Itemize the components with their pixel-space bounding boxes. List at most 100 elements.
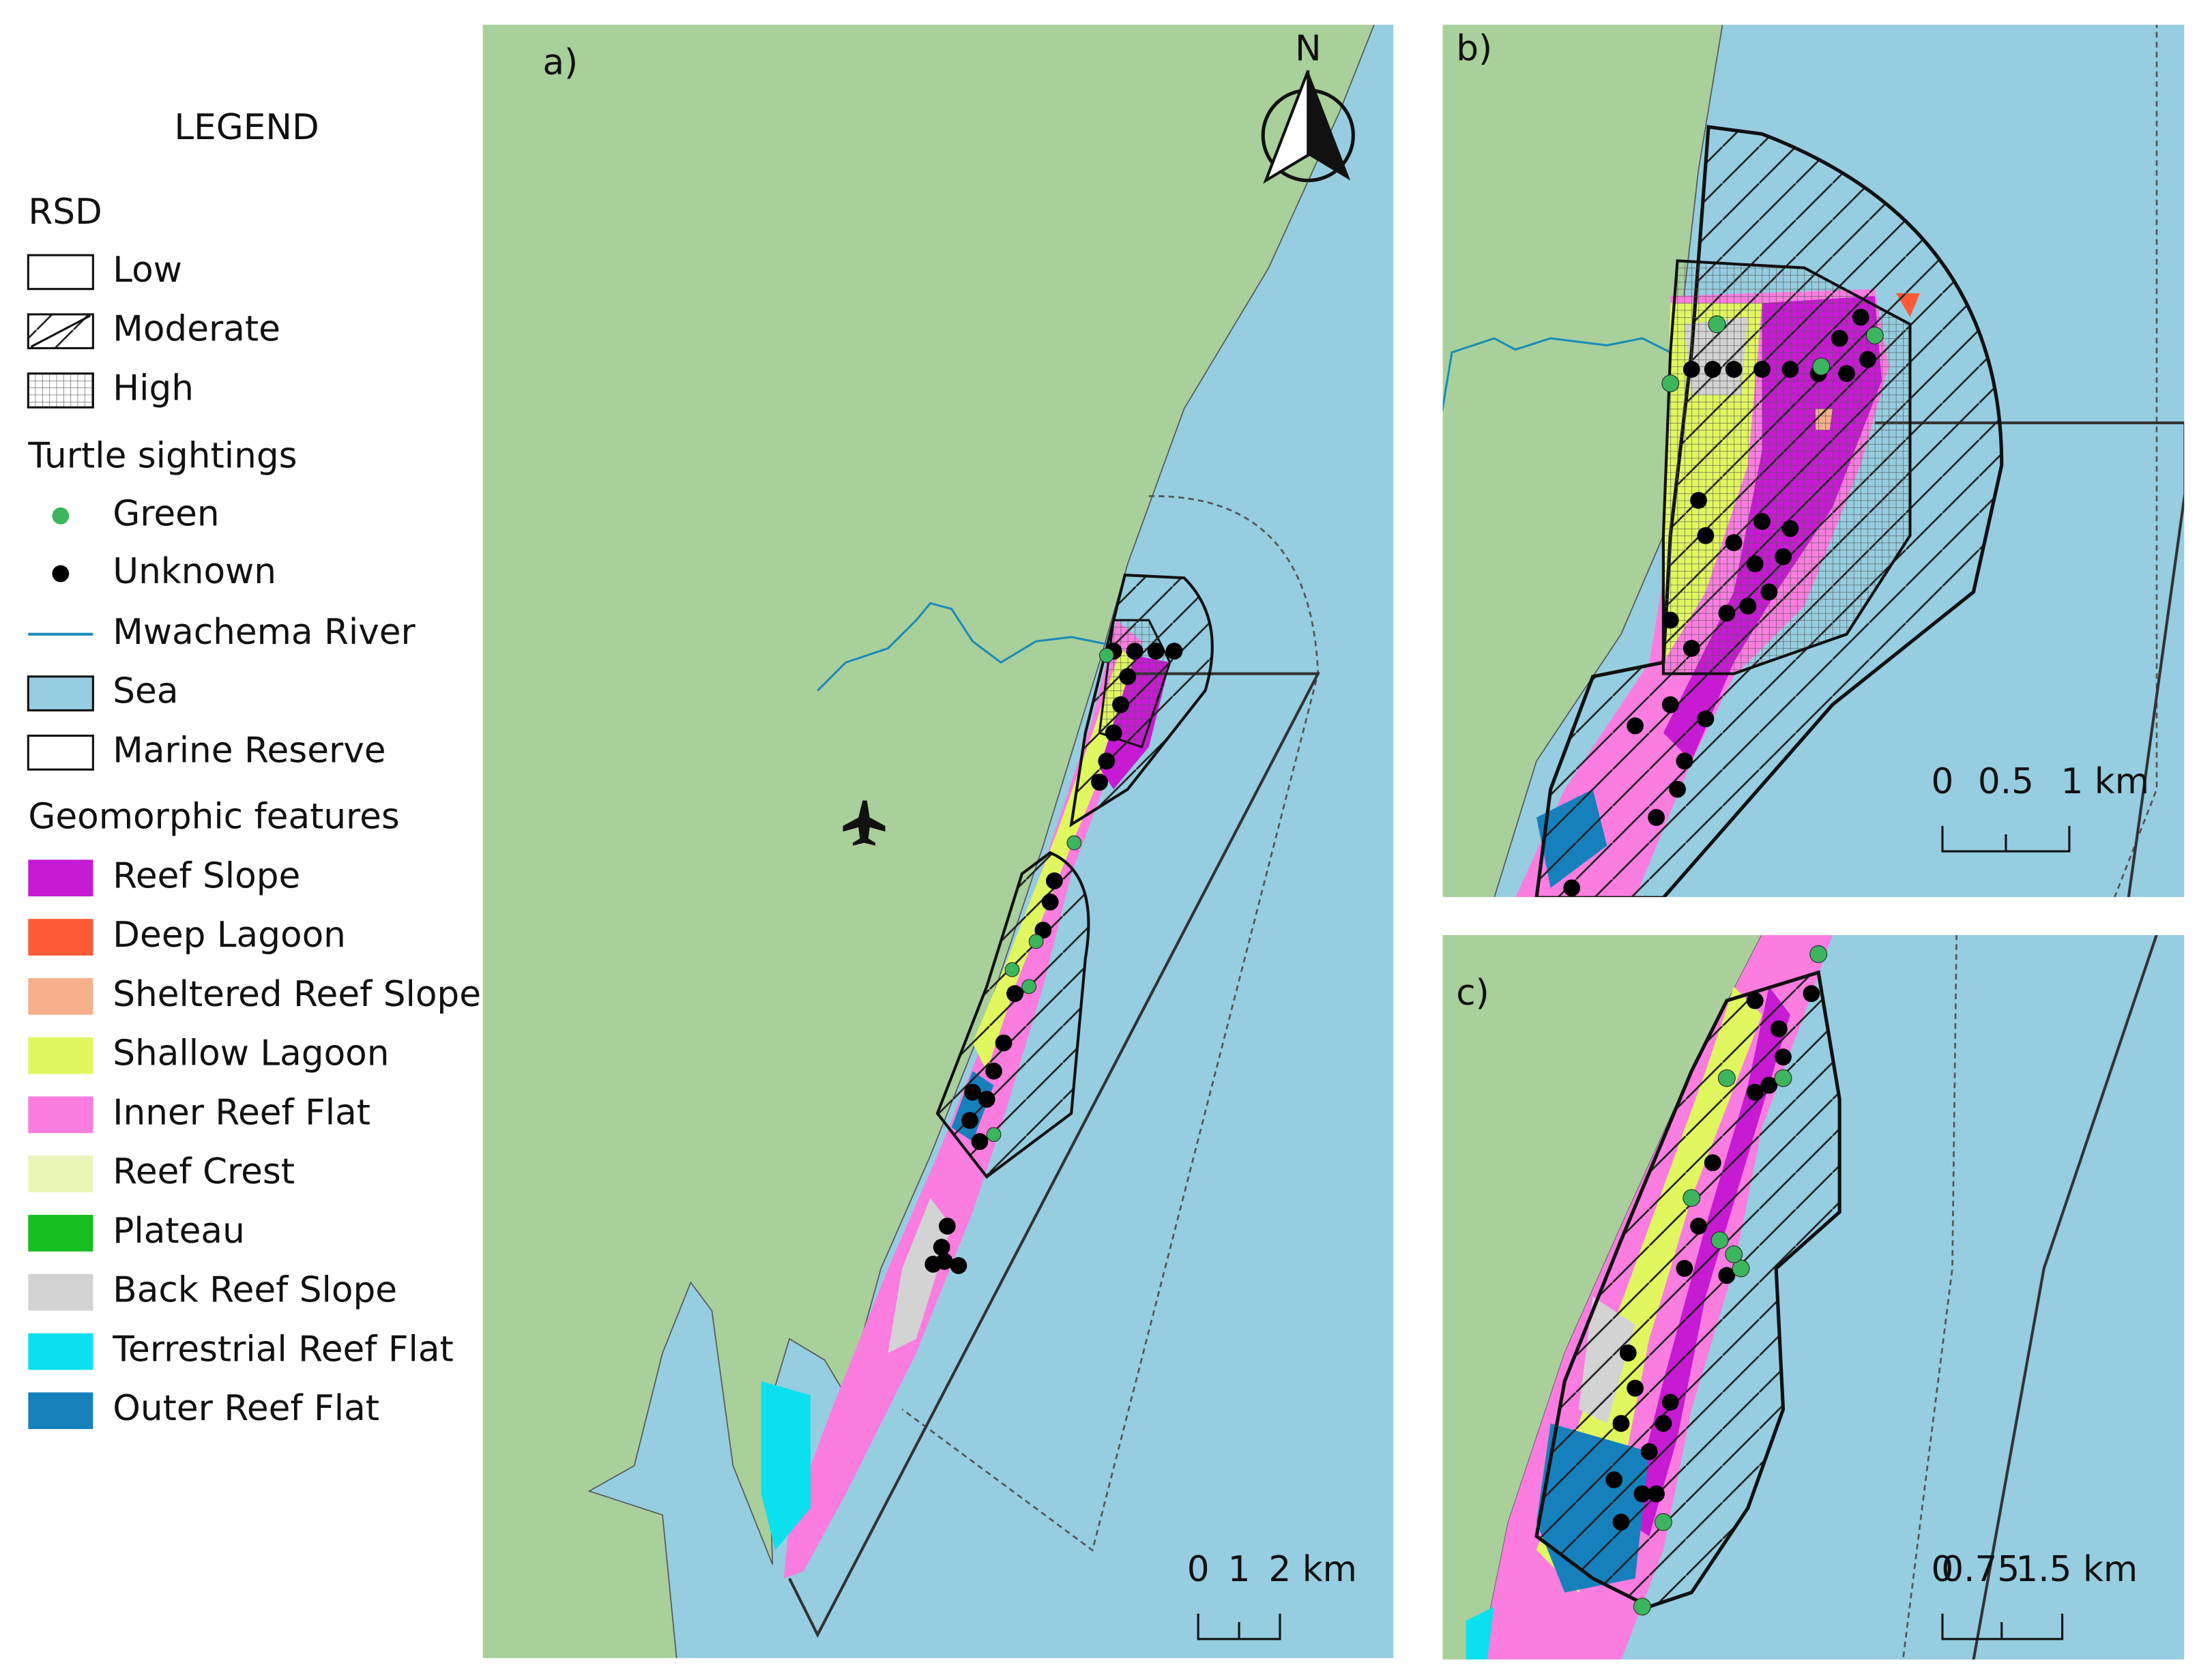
label: Turtle sightings (27, 436, 297, 477)
sighting (1648, 809, 1665, 826)
label: 0 (1932, 761, 1954, 802)
river (817, 602, 1114, 692)
label: 0.5 (1978, 761, 2034, 802)
panel-c (1442, 934, 2185, 1660)
sighting (1633, 1597, 1651, 1616)
label: a) (542, 42, 578, 83)
label: Green (113, 493, 219, 534)
sighting (1098, 648, 1114, 663)
label: Outer Reef Flat (113, 1388, 379, 1429)
sighting (1006, 985, 1023, 1003)
sighting (1066, 835, 1082, 851)
sighting (1105, 724, 1122, 741)
terrestrial (1466, 1606, 1494, 1660)
label: Low (113, 250, 182, 291)
sighting (1112, 696, 1129, 713)
sighting (985, 1062, 1002, 1080)
sighting (1661, 374, 1680, 393)
sighting (1612, 1514, 1630, 1531)
legend-swatch (28, 1392, 93, 1430)
land (482, 24, 1375, 1659)
legend-swatch (27, 254, 94, 291)
sighting (1028, 934, 1044, 949)
sighting (1661, 611, 1679, 629)
river (1442, 337, 1671, 412)
sighting (1690, 1218, 1707, 1235)
label: Plateau (113, 1211, 245, 1252)
marine-reserve (1874, 421, 2185, 898)
panel-frame (481, 23, 1395, 1660)
legend-swatch (27, 372, 94, 409)
sighting (1809, 945, 1828, 963)
label: 1 (1228, 1549, 1251, 1590)
sighting (1147, 643, 1165, 660)
sighting (1774, 1069, 1792, 1087)
sighting (1661, 1394, 1679, 1411)
sighting (933, 1239, 950, 1256)
sighting (1612, 1415, 1630, 1432)
sighting (1041, 894, 1059, 911)
legend-swatch (28, 859, 93, 897)
label: 0 (1187, 1549, 1210, 1590)
marine-reserve (1972, 934, 2158, 1660)
sighting (1619, 1344, 1637, 1361)
sighting (1725, 1245, 1743, 1263)
label: High (113, 368, 194, 409)
sighting (1676, 1260, 1693, 1277)
reserve-outer (2113, 24, 2158, 898)
label: Marine Reserve (113, 730, 385, 771)
sighting (1812, 357, 1831, 376)
sighting (1605, 1471, 1622, 1488)
legend-swatch (28, 1096, 93, 1134)
sighting (1775, 1048, 1792, 1066)
sighting (1034, 922, 1052, 939)
legend-swatch (28, 919, 93, 956)
sighting (1781, 520, 1799, 537)
sighting (986, 1127, 1002, 1143)
panel-frame (1441, 23, 2186, 899)
label: LEGEND (174, 107, 319, 148)
terrestrial-flat (761, 1381, 811, 1550)
sighting (1859, 351, 1876, 368)
sighting (1690, 492, 1707, 509)
sighting (995, 1034, 1013, 1052)
legend-swatch (27, 675, 94, 711)
legend-dot (52, 565, 70, 583)
sighting (1126, 643, 1144, 660)
sighting (1717, 1069, 1736, 1087)
legend-swatch (28, 1155, 93, 1193)
sighting (1697, 527, 1715, 544)
rsd-moderate (1534, 970, 1841, 1609)
label: Sheltered Reef Slope (113, 974, 481, 1015)
sighting (1831, 329, 1848, 347)
sighting (1718, 1267, 1736, 1284)
label: N (1295, 29, 1322, 70)
label: 0 (1932, 1549, 1954, 1590)
sighting (1045, 872, 1063, 889)
sighting (1091, 773, 1108, 791)
legend-swatch (27, 735, 94, 771)
sighting (1648, 1485, 1665, 1503)
label: Terrestrial Reef Flat (112, 1329, 454, 1370)
sighting (1563, 879, 1581, 897)
sighting (1760, 1076, 1778, 1094)
sighting (1683, 1189, 1701, 1207)
sighting (1704, 361, 1721, 378)
sighting (978, 1091, 995, 1108)
sighting (1746, 992, 1764, 1010)
label: Reef Slope (113, 855, 300, 896)
sighting (1661, 696, 1679, 713)
label: Moderate (113, 309, 280, 350)
sighting (1627, 1379, 1644, 1397)
sighting (1165, 643, 1183, 660)
label: Geomorphic features (28, 797, 400, 838)
legend-swatch (28, 1273, 93, 1311)
label: 1 km (2061, 761, 2149, 802)
label: Deep Lagoon (113, 915, 346, 956)
airplane (843, 800, 886, 846)
legend-swatch (28, 977, 93, 1015)
sighting (1708, 315, 1726, 334)
legend-hatch (30, 314, 91, 348)
label: 0.75 (1941, 1549, 2020, 1590)
